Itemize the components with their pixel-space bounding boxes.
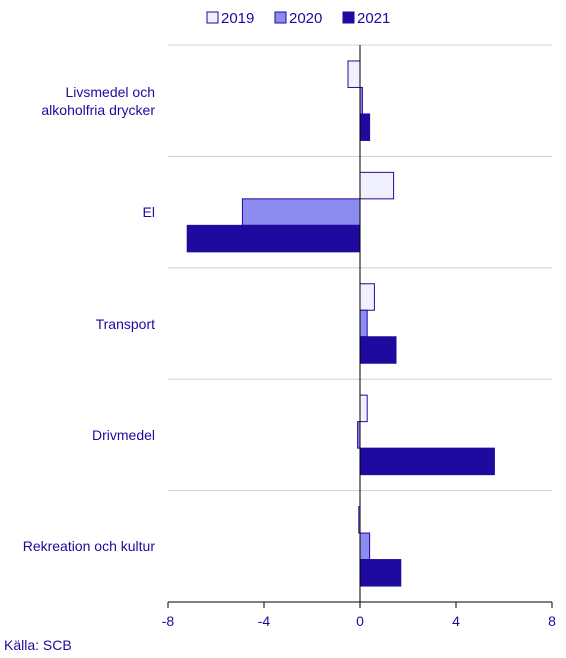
bar xyxy=(359,113,371,141)
bar xyxy=(359,336,397,364)
y-tick-label: El xyxy=(142,204,155,221)
bar xyxy=(186,224,361,253)
x-tick-label: 4 xyxy=(452,613,460,629)
bar xyxy=(359,309,368,338)
y-tick-label: Rekreation och kultur xyxy=(22,538,155,555)
source: Källa: SCB xyxy=(4,637,72,653)
legend-label: 2020 xyxy=(289,10,322,27)
bar xyxy=(359,283,375,311)
legend-label: 2019 xyxy=(221,10,254,27)
legend-swatch xyxy=(342,11,355,24)
legend-swatch xyxy=(206,11,219,24)
y-tick-label: Drivmedel xyxy=(91,426,155,443)
y-tick-label: Livsmedel och alkoholfria drycker xyxy=(41,83,155,118)
y-tick-label: Transport xyxy=(95,315,155,332)
bar xyxy=(359,171,395,200)
legend-swatch xyxy=(274,11,287,24)
bar xyxy=(359,532,371,561)
x-tick-label: -8 xyxy=(162,613,175,629)
bar xyxy=(359,559,402,587)
bar xyxy=(347,60,361,88)
bar xyxy=(359,447,495,476)
bar xyxy=(241,198,361,226)
bar xyxy=(359,394,368,423)
x-tick-label: 8 xyxy=(548,613,556,629)
legend-label: 2021 xyxy=(357,10,390,27)
x-tick-label: 0 xyxy=(356,613,364,629)
x-tick-label: -4 xyxy=(258,613,271,629)
